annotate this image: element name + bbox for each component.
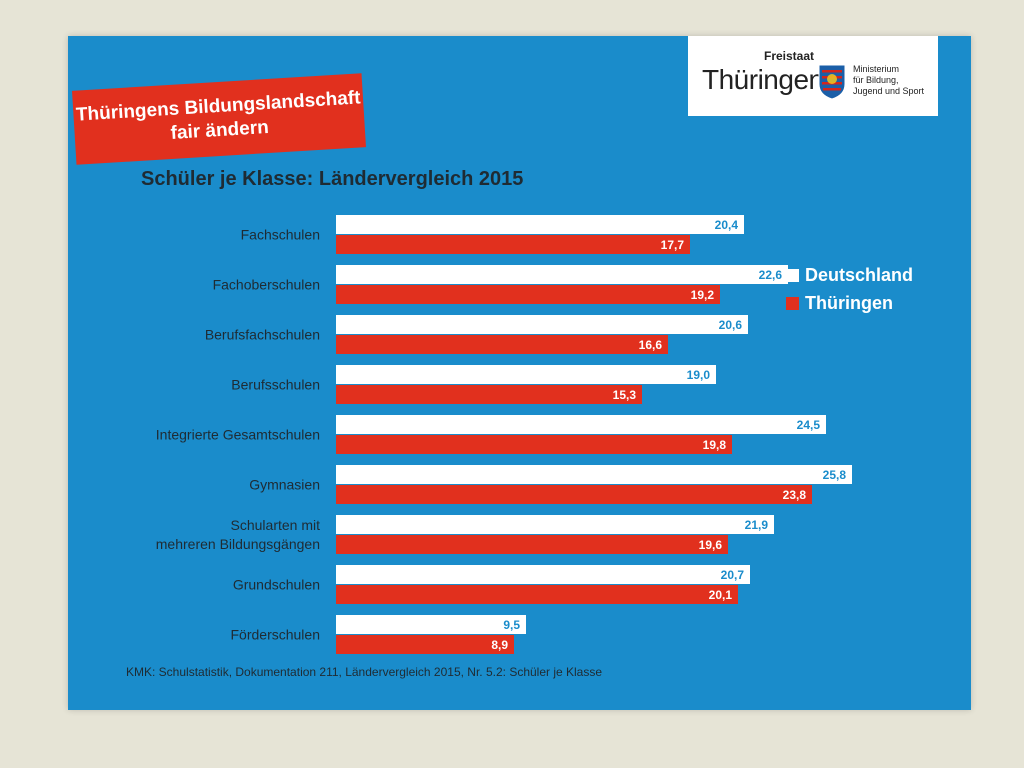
legend-label-deutschland: Deutschland (805, 264, 914, 285)
category-label-cat-6: Schularten mit mehreren Bildungsgängen (156, 517, 320, 552)
logo-freistaat-text: Freistaat (764, 49, 815, 63)
value-label-deutschland-cat-3: 19,0 (687, 368, 711, 382)
logo-thueringen-text: Thüringen (702, 64, 824, 95)
ministry-logo: Freistaat Thüringen Ministerium für Bild… (688, 36, 938, 116)
value-label-thueringen-cat-6: 19,6 (699, 538, 723, 552)
category-label-cat-2: Berufsfachschulen (205, 327, 320, 343)
value-label-thueringen-cat-8: 8,9 (491, 638, 508, 652)
legend-swatch-thueringen (786, 296, 799, 310)
value-label-thueringen-cat-5: 23,8 (783, 488, 807, 502)
bar-deutschland-cat-5 (336, 465, 852, 484)
category-label-cat-4: Integrierte Gesamtschulen (156, 427, 320, 443)
value-label-deutschland-cat-7: 20,7 (721, 568, 745, 582)
bar-deutschland-cat-7 (336, 565, 750, 584)
bar-deutschland-cat-1 (336, 265, 788, 284)
value-label-deutschland-cat-5: 25,8 (823, 468, 847, 482)
value-label-deutschland-cat-4: 24,5 (797, 418, 821, 432)
value-label-deutschland-cat-1: 22,6 (759, 268, 783, 282)
bar-deutschland-cat-8 (336, 615, 526, 634)
bar-thueringen-cat-4 (336, 435, 732, 454)
category-label-cat-0: Fachschulen (241, 227, 320, 243)
value-label-deutschland-cat-8: 9,5 (503, 618, 520, 632)
value-label-deutschland-cat-0: 20,4 (715, 218, 739, 232)
bar-chart: Fachschulen 20,4 17,7 Fachoberschulen 22,6 19… (156, 215, 852, 654)
chart-title: Schüler je Klasse: Ländervergleich 2015 (141, 168, 524, 190)
bar-deutschland-cat-0 (336, 215, 744, 234)
legend-label-thueringen: Thüringen (805, 292, 893, 313)
legend-swatch-deutschland (786, 268, 799, 282)
bar-deutschland-cat-3 (336, 365, 716, 384)
bar-thueringen-cat-2 (336, 335, 668, 354)
value-label-thueringen-cat-2: 16,6 (639, 338, 663, 352)
chart-legend: Deutschland Thüringen (786, 261, 913, 317)
bar-thueringen-cat-0 (336, 235, 690, 254)
logo-ministry-text: Ministerium für Bildung, Jugend und Spor… (853, 64, 925, 96)
coat-of-arms-icon (818, 64, 846, 100)
category-label-cat-5: Gymnasien (249, 477, 320, 493)
category-label-cat-3: Berufsschulen (231, 377, 320, 393)
value-label-thueringen-cat-4: 19,8 (703, 438, 727, 452)
category-label-cat-7: Grundschulen (233, 577, 320, 593)
bar-thueringen-cat-3 (336, 385, 642, 404)
bar-thueringen-cat-6 (336, 535, 728, 554)
value-label-deutschland-cat-2: 20,6 (719, 318, 743, 332)
bar-deutschland-cat-2 (336, 315, 748, 334)
legend-item-deutschland: Deutschland (786, 261, 913, 289)
value-label-thueringen-cat-7: 20,1 (709, 588, 733, 602)
bar-thueringen-cat-5 (336, 485, 812, 504)
category-label-cat-1: Fachoberschulen (213, 277, 320, 293)
category-label-cat-8: Förderschulen (231, 627, 321, 643)
bar-thueringen-cat-7 (336, 585, 738, 604)
bar-thueringen-cat-1 (336, 285, 720, 304)
bar-deutschland-cat-4 (336, 415, 826, 434)
value-label-thueringen-cat-1: 19,2 (691, 288, 715, 302)
value-label-thueringen-cat-0: 17,7 (661, 238, 685, 252)
value-label-thueringen-cat-3: 15,3 (613, 388, 637, 402)
bar-deutschland-cat-6 (336, 515, 774, 534)
slide: Thüringens Bildungslandschaft fair änder… (68, 36, 971, 710)
source-note: KMK: Schulstatistik, Dokumentation 211, … (126, 665, 603, 679)
value-label-deutschland-cat-6: 21,9 (745, 518, 769, 532)
legend-item-thueringen: Thüringen (786, 289, 913, 317)
bar-thueringen-cat-8 (336, 635, 514, 654)
